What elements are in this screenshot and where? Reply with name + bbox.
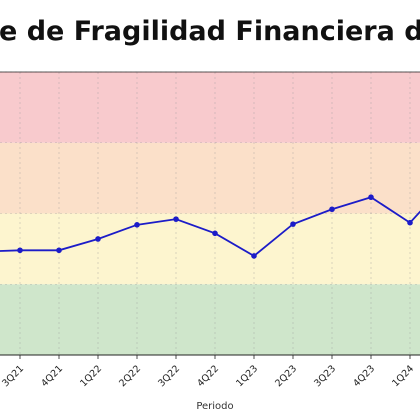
data-point: [17, 247, 23, 254]
x-tick-label: 3Q23: [312, 363, 338, 389]
x-axis-label: Periodo: [196, 401, 234, 412]
data-point: [407, 219, 413, 226]
data-point: [95, 236, 101, 242]
risk-bands: [0, 72, 420, 355]
x-tick-label: 3Q22: [156, 363, 182, 389]
data-point: [251, 253, 257, 259]
chart-title: e de Fragilidad Financiera de: [0, 16, 420, 47]
data-point: [173, 216, 179, 222]
x-tick-label: 1Q22: [78, 363, 104, 389]
data-point: [134, 222, 140, 228]
x-tick-label: 2Q22: [117, 363, 143, 389]
band-very-high: [0, 72, 420, 143]
x-tick-label: 1Q24: [390, 363, 416, 389]
x-tick-label: 1Q23: [234, 363, 260, 389]
x-tick-label: 3Q21: [0, 363, 26, 389]
band-moderate: [0, 213, 420, 285]
band-low: [0, 284, 420, 355]
x-tick-label: 2Q23: [273, 363, 299, 389]
x-tick-label: 4Q21: [39, 363, 65, 389]
data-point: [290, 221, 296, 227]
x-tick-label: 4Q23: [351, 363, 377, 389]
data-point: [368, 194, 374, 201]
data-point: [212, 230, 218, 237]
data-point: [329, 206, 335, 213]
band-high: [0, 142, 420, 214]
data-point: [56, 247, 62, 254]
x-tick-label: 4Q22: [195, 363, 221, 389]
series: [0, 194, 420, 259]
